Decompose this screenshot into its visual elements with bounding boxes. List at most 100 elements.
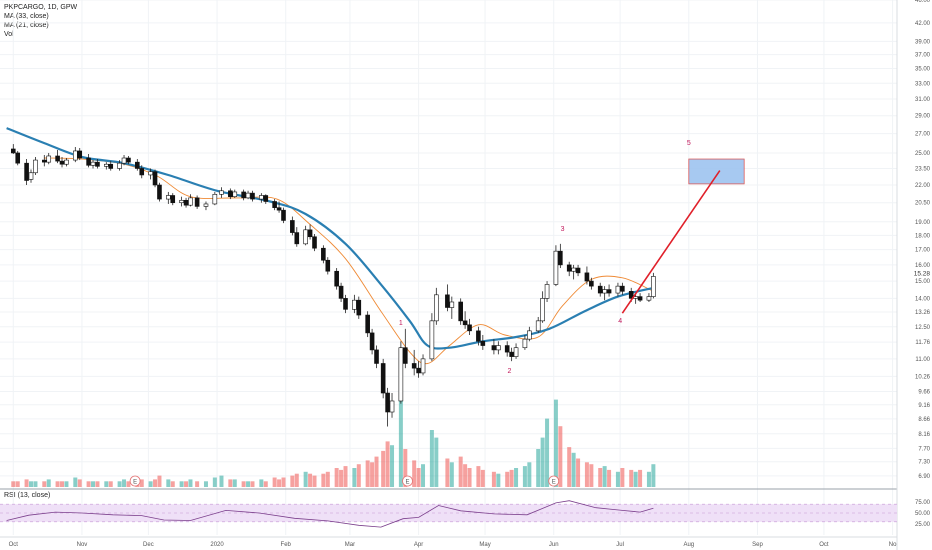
volume-bar (95, 481, 100, 487)
price-tick-label: 19.00 (915, 220, 931, 226)
legend-symbol: PKPCARGO, 1D, GPW (4, 4, 78, 11)
candle-down (476, 330, 481, 342)
volume-bar (104, 481, 109, 487)
volume-bar (646, 471, 651, 487)
candle-up (73, 150, 78, 161)
volume-bar (153, 479, 158, 487)
volume-bar (343, 466, 348, 487)
candle-down (263, 195, 269, 202)
event-marker (402, 475, 413, 487)
time-tick-label: May (479, 542, 490, 548)
volume-bar (246, 481, 251, 487)
volume-bar (638, 469, 643, 487)
price-tick-label: 27.00 (915, 132, 931, 138)
price-tick-label: 9.66 (918, 389, 930, 395)
volume-bar (567, 447, 572, 487)
candle-down (228, 190, 233, 197)
volume-bar (73, 477, 78, 487)
volume-bar (91, 481, 96, 487)
price-tick-label: 20.50 (915, 201, 931, 207)
price-axis[interactable]: 46.00 42.00 39.00 37.00 35.00 33.00 31.00 29.00… (914, 0, 931, 528)
rsi-band (0, 504, 897, 522)
volume-bar (139, 479, 144, 487)
candle-down (10, 148, 16, 154)
volume-bar (250, 481, 255, 487)
volume-bar (188, 479, 193, 487)
volume-bar (514, 468, 519, 487)
price-tick-label: 7.30 (918, 460, 930, 466)
price-tick-label: 42.00 (915, 21, 931, 27)
price-tick-label: 17.00 (915, 248, 931, 254)
candle-down (135, 161, 140, 169)
price-tick-label: 15.00 (915, 279, 931, 285)
time-tick-label: Jun (549, 542, 559, 548)
candle-down (637, 296, 643, 301)
volume-bar (321, 473, 326, 487)
rsi-tick-label: 25.00 (915, 522, 931, 528)
candle-down (272, 201, 277, 208)
candle-down (307, 229, 313, 238)
volume-bar (312, 475, 317, 487)
wave-label: 3 (561, 226, 565, 233)
volume-bar (117, 481, 122, 487)
price-tick-label: 11.76 (915, 340, 930, 346)
candle-down (504, 345, 510, 353)
rsi-line (6, 500, 654, 528)
volume-bar (219, 475, 224, 487)
volume-bar (263, 481, 268, 487)
volume-bar (553, 399, 558, 487)
volume-bar (356, 464, 361, 487)
candle-up (544, 284, 550, 299)
time-axis[interactable]: Oct Nov Dec 2020 Feb Mar Apr May Jun Jul Aug Sep Oct… (9, 542, 897, 548)
price-tick-label: 9.16 (918, 403, 930, 409)
candle-down (445, 294, 450, 308)
price-tick-label: 18.00 (915, 233, 931, 239)
candle-up (90, 161, 96, 166)
candle-up (420, 358, 426, 374)
volume-bar (86, 481, 91, 487)
wave-label: 5 (687, 140, 691, 147)
candle-up (553, 250, 559, 285)
candle-up (219, 190, 224, 195)
candle-up (429, 320, 435, 360)
volume-bar (545, 418, 550, 487)
candle-up (496, 345, 501, 351)
candle-up (46, 155, 52, 163)
candle-down (365, 314, 370, 334)
candle-up (434, 294, 439, 322)
event-marker-label: E (406, 480, 410, 486)
candle-down (462, 320, 468, 326)
candle-down (108, 163, 114, 169)
time-tick-label: Sep (752, 542, 763, 548)
candle-up (117, 162, 122, 169)
candle-down (77, 150, 83, 159)
volume-bar (467, 468, 472, 487)
volume-bar (558, 426, 563, 487)
time-tick-label: Dec (143, 542, 154, 548)
volume-bar (122, 479, 127, 487)
candle-up (33, 159, 38, 174)
candle-down (491, 345, 497, 351)
candle-up (651, 276, 656, 297)
volume-bar (228, 479, 233, 487)
volume-bar (108, 481, 113, 487)
candle-down (374, 349, 379, 364)
candle-down (575, 267, 581, 274)
volume-bar (421, 464, 426, 487)
candle-up (303, 229, 308, 245)
candle-down (281, 209, 286, 221)
moving-averages (6, 127, 654, 365)
volume-bar (571, 452, 576, 487)
candle-up (259, 195, 264, 200)
event-marker (129, 475, 141, 487)
candle-down (369, 332, 375, 351)
volume-bar (463, 464, 468, 487)
candle-down (152, 171, 158, 186)
volume-bar (602, 466, 607, 487)
volume-bar (370, 462, 375, 487)
candle-down (558, 250, 563, 266)
volume-bar (584, 462, 589, 487)
candle-down (241, 191, 246, 199)
volume-bar (365, 460, 370, 487)
